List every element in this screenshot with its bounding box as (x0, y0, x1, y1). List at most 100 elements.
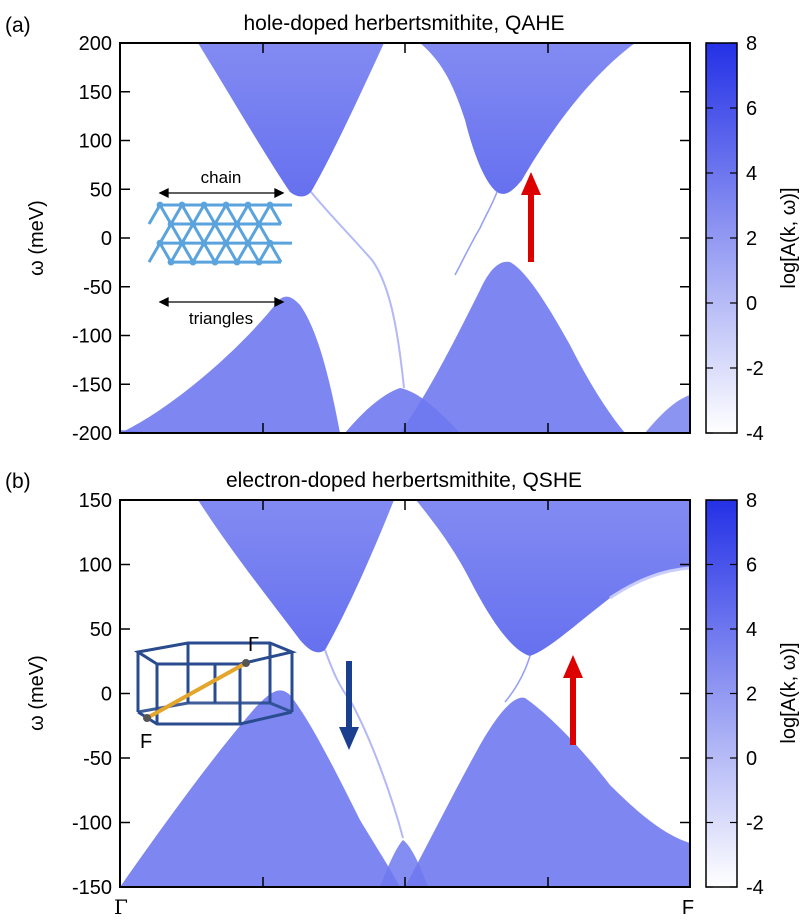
panel-b-colorbar-tick-label: -2 (746, 813, 764, 835)
lattice-bond (257, 223, 272, 244)
panel-b-inset-bz (133, 641, 297, 726)
panel-a-band-lower-left (120, 296, 340, 433)
panel-b-band-lower-right (405, 697, 690, 887)
inset-triangles-label: triangles (189, 309, 253, 328)
lattice-bond (158, 242, 173, 263)
lattice-site (178, 239, 186, 247)
panel-a-colorbar-label: log[A(k, ω)] (778, 187, 800, 288)
lattice-site (255, 258, 263, 266)
panel-a-colorbar: 8 6 4 2 0 -2 -4 log[A(k, ω)] (705, 33, 800, 445)
lattice-bond (268, 204, 283, 225)
lattice-site (233, 220, 241, 228)
panel-a-ytick-label: 50 (90, 179, 112, 201)
lattice-site (222, 201, 230, 209)
panel-b-ytick-label: -150 (72, 877, 112, 899)
panel-a-colorbar-tick-label: -2 (746, 358, 764, 380)
panel-b-colorbar-tick-label: 8 (746, 490, 757, 512)
lattice-bond (213, 204, 228, 225)
panel-b-xtick-f: F (682, 897, 694, 919)
lattice-site (189, 258, 197, 266)
panel-a-colorbar-tick-label: -4 (746, 423, 764, 445)
panel-b-band-upper-right (416, 500, 690, 656)
panel-a: (a) hole-doped herbertsmithite, QAHE 200… (5, 12, 800, 445)
panel-b-colorbar: 8 6 4 2 0 -2 -4 log[A(k, ω)] (705, 490, 800, 899)
panel-a-ytick-label: 200 (79, 33, 112, 55)
lattice-site (233, 258, 241, 266)
bz-f-point (143, 714, 151, 722)
panel-b-xticks (262, 500, 549, 887)
panel-b-right-edge (609, 566, 690, 600)
lattice-bond (246, 223, 261, 244)
lattice-bond (202, 242, 217, 263)
panel-b-blue-arrow (339, 661, 359, 750)
lattice-bond (158, 223, 173, 244)
lattice-bond (213, 242, 228, 263)
panel-a-band-upper-left (198, 43, 384, 197)
lattice-site (156, 239, 164, 247)
panel-b-letter: (b) (5, 470, 31, 493)
lattice-site (211, 220, 219, 228)
lattice-site (200, 201, 208, 209)
panel-b-ytick-label: -100 (72, 813, 112, 835)
panel-a-colorbar-tick-label: 4 (746, 163, 757, 185)
panel-a-colorbar-tick-label: 8 (746, 33, 757, 55)
lattice-site (266, 201, 274, 209)
lattice-site (167, 220, 175, 228)
lattice-site (189, 220, 197, 228)
lattice-site (244, 239, 252, 247)
lattice-site (222, 239, 230, 247)
panel-a-band-upper-right (420, 43, 635, 194)
lattice-bond (235, 242, 250, 263)
panel-a-ytick-label: -50 (83, 277, 112, 299)
lattice-bond (257, 204, 272, 225)
lattice-bond (224, 204, 239, 225)
inset-f-label: F (140, 731, 152, 753)
panel-b-title: electron-doped herbertsmithite, QSHE (226, 469, 582, 492)
panel-b-colorbar-ticks: 8 6 4 2 0 -2 -4 (706, 490, 764, 899)
lattice-bond (235, 204, 250, 225)
panel-a-ytick-label: 100 (79, 131, 112, 153)
panel-a-ytick-label: -200 (72, 423, 112, 445)
lattice-site (244, 201, 252, 209)
lattice-site (211, 258, 219, 266)
panel-b-band-bottom-v (380, 840, 428, 887)
panel-b-ytick-label: -50 (83, 748, 112, 770)
panel-a-ytick-label: 150 (79, 82, 112, 104)
lattice-bond (158, 204, 173, 225)
lattice-bond (169, 204, 184, 225)
lattice-bond (169, 242, 184, 263)
lattice-bond (180, 204, 195, 225)
lattice-bond (246, 242, 261, 263)
panel-a-ytick-label: 0 (101, 228, 112, 250)
panel-b-edge-state (504, 655, 531, 703)
panel-a-spectrum (120, 43, 690, 433)
inset-lattice (147, 201, 292, 266)
lattice-bond (213, 223, 228, 244)
panel-b-ytick-label: 100 (79, 555, 112, 577)
panel-a-colorbar-tick-label: 6 (746, 98, 757, 120)
panel-b-ytick-label: 0 (101, 684, 112, 706)
panel-b-spectrum (120, 500, 690, 887)
lattice-bond (169, 223, 184, 244)
panel-a-yticks: 200 150 100 50 0 -50 -100 -150 -200 (72, 33, 690, 445)
lattice-bond (191, 223, 206, 244)
panel-a-dirac-line (310, 191, 405, 389)
lattice-bond (202, 204, 217, 225)
lattice-bond (224, 242, 239, 263)
lattice-site (156, 201, 164, 209)
lattice-site (200, 239, 208, 247)
lattice-bond (202, 223, 217, 244)
panel-a-ytick-label: -100 (72, 326, 112, 348)
lattice-bond (268, 242, 283, 263)
inset-triangles-arrow (158, 296, 285, 308)
panel-a-colorbar-tick-label: 0 (746, 293, 757, 315)
panel-a-red-arrow (521, 172, 541, 262)
inset-chain-arrow (158, 187, 285, 199)
panel-a-band-lower-right (400, 261, 625, 433)
panel-b-colorbar-tick-label: 6 (746, 555, 757, 577)
panel-b-colorbar-tick-label: 2 (746, 684, 757, 706)
bz-gamma-point (242, 659, 250, 667)
lattice-bond (191, 242, 206, 263)
panel-a-inset-kagome: chain triangles (147, 168, 292, 328)
